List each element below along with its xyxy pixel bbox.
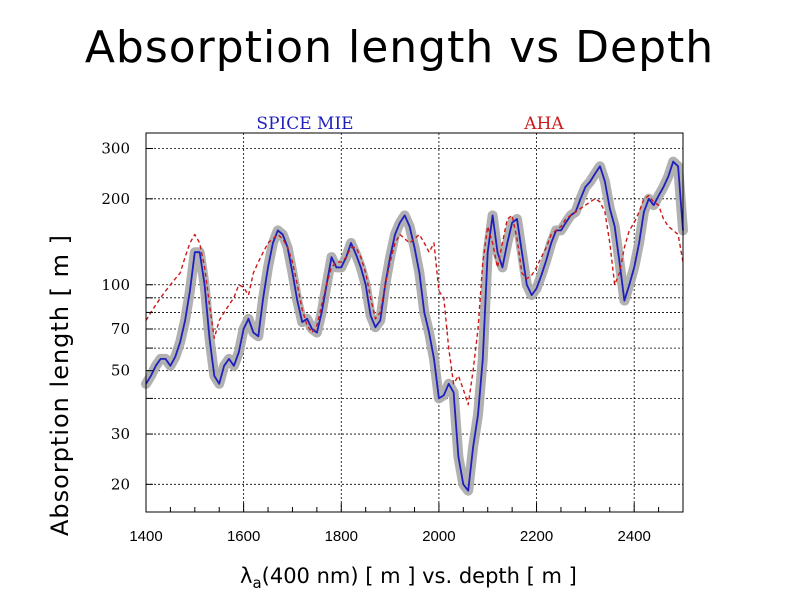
x-tick-label: 1800 xyxy=(325,528,358,545)
x-axis-label: λa(400 nm) [ m ] vs. depth [ m ] xyxy=(240,564,577,592)
y-tick-label: 50 xyxy=(111,362,130,380)
x-tick-label: 1400 xyxy=(129,528,162,545)
series-line-spice-mie xyxy=(145,160,684,492)
x-label-subscript: a xyxy=(252,574,261,592)
series-lines xyxy=(145,160,684,492)
y-tick-label: 300 xyxy=(101,140,130,158)
x-tick-label: 2400 xyxy=(617,528,650,545)
y-tick-label: 70 xyxy=(111,320,130,338)
x-label-rest: (400 nm) [ m ] vs. depth [ m ] xyxy=(262,564,577,588)
series-line-aha xyxy=(145,194,684,406)
error-band xyxy=(141,156,688,496)
y-tick-label: 20 xyxy=(111,475,130,493)
legend-aha: AHA xyxy=(523,114,564,134)
x-tick-label: 2000 xyxy=(422,528,455,545)
legend-spice-mie: SPICE MIE xyxy=(256,114,353,134)
ticks: 1400 1600 1800 2000 2200 2400 20 30 50 70 100 200 30… xyxy=(101,140,684,545)
y-tick-label: 200 xyxy=(101,190,130,208)
uncertainty-band-spice-mie xyxy=(141,156,688,496)
y-axis-label: Absorption length [ m ] xyxy=(46,234,74,536)
x-tick-label: 1600 xyxy=(227,528,260,545)
y-tick-label: 30 xyxy=(111,425,130,443)
x-label-lambda: λ xyxy=(240,564,252,588)
y-tick-label: 100 xyxy=(101,276,130,294)
slide-title: Absorption length vs Depth xyxy=(84,22,715,73)
x-tick-label: 2200 xyxy=(520,528,553,545)
